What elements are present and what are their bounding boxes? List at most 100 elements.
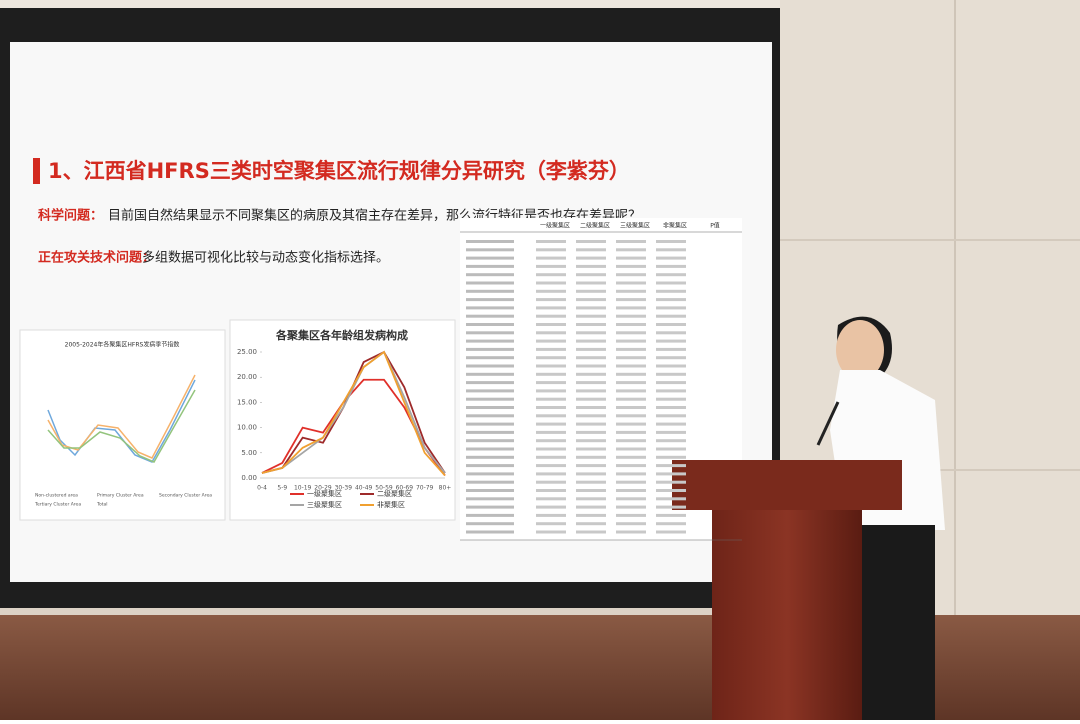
table-row (616, 264, 646, 268)
table-row (616, 364, 646, 368)
table-row (656, 256, 686, 260)
table-row (576, 298, 606, 302)
table-row (656, 439, 686, 443)
table-row (466, 281, 514, 285)
table-row (576, 480, 606, 484)
table-row (576, 356, 606, 360)
table-row (466, 406, 514, 409)
table-row (656, 248, 686, 252)
table-row (656, 397, 686, 401)
table-row (616, 273, 646, 277)
table-row (576, 264, 606, 268)
issue-label: 正在攻关技术问题： (38, 250, 155, 266)
table-row (616, 406, 646, 409)
table-row (616, 430, 646, 434)
left-legend: Tertiary Cluster Area (34, 502, 81, 508)
table-row (616, 306, 646, 310)
table-row (616, 480, 646, 484)
table-row (616, 314, 646, 318)
table-row (656, 356, 686, 360)
legend-label: 三级聚集区 (307, 500, 342, 509)
table-row (466, 364, 514, 368)
table-row (656, 430, 686, 434)
table-row (616, 256, 646, 260)
microphone (816, 401, 840, 446)
table-row (536, 381, 566, 385)
series-line (261, 350, 446, 474)
table-row (466, 323, 514, 326)
table-row (466, 414, 514, 418)
table-row (656, 298, 686, 302)
left-legend: Non-clustered area (35, 493, 78, 499)
face (836, 320, 884, 380)
table-row (576, 331, 606, 335)
x-tick-label: 70-79 (416, 485, 434, 492)
table-row (656, 273, 686, 277)
table-row (576, 347, 606, 351)
table-header: 二级聚集区 (580, 222, 610, 230)
table-row (656, 406, 686, 409)
table-row (576, 256, 606, 260)
table-row (536, 406, 566, 409)
series-line (261, 350, 446, 477)
table-row (536, 331, 566, 335)
x-tick-label: 5-9 (277, 485, 287, 492)
table-row (466, 489, 514, 492)
table-row (576, 447, 606, 451)
table-row (576, 339, 606, 343)
table-row (576, 281, 606, 285)
y-tick-label: 10.00 (237, 424, 257, 432)
table-row (656, 339, 686, 343)
table-row (576, 364, 606, 368)
table-row (616, 281, 646, 285)
table-row (616, 381, 646, 385)
table-row (616, 323, 646, 326)
table-row (616, 455, 646, 459)
x-tick-label: 30-39 (335, 485, 353, 492)
table-row (616, 248, 646, 252)
x-tick-label: 40-49 (355, 485, 373, 492)
table-row (466, 256, 514, 260)
table-row (616, 372, 646, 376)
slide-title: 1、江西省HFRS三类时空聚集区流行规律分异研究（李紫芬） (48, 159, 630, 183)
table-row (656, 455, 686, 459)
table-row (656, 489, 686, 492)
chart-box (229, 319, 456, 521)
table-row (656, 522, 686, 526)
table-row (576, 489, 606, 492)
table-row (576, 248, 606, 252)
table-row (536, 347, 566, 351)
table-row (536, 314, 566, 318)
x-tick-label: 20-29 (314, 485, 332, 492)
table-row (656, 364, 686, 368)
table-row (616, 240, 646, 243)
legend-label: 二级聚集区 (377, 489, 412, 498)
table-row (466, 264, 514, 268)
table-row (536, 240, 566, 243)
table-row (536, 489, 566, 492)
table-row (616, 522, 646, 526)
table-row (576, 439, 606, 443)
table-row (466, 480, 514, 484)
podium (712, 510, 862, 720)
table-row (656, 422, 686, 426)
table-row (466, 372, 514, 376)
left-chart-title: 2005-2024年各聚集区HFRS发病季节指数 (65, 341, 180, 349)
table-row (466, 314, 514, 318)
table-row (536, 248, 566, 252)
table-row (466, 248, 514, 252)
table-row (616, 513, 646, 517)
y-tick-label: 15.00 (237, 398, 257, 406)
table-row (466, 381, 514, 385)
table-row (576, 381, 606, 385)
table-row (536, 472, 566, 476)
table-row (656, 306, 686, 310)
table-row (536, 422, 566, 426)
table-row (616, 339, 646, 343)
table-row (466, 439, 514, 443)
table-row (616, 298, 646, 302)
table-row (576, 273, 606, 277)
left-legend: Secondary Cluster Area (159, 493, 212, 499)
table-row (466, 356, 514, 360)
